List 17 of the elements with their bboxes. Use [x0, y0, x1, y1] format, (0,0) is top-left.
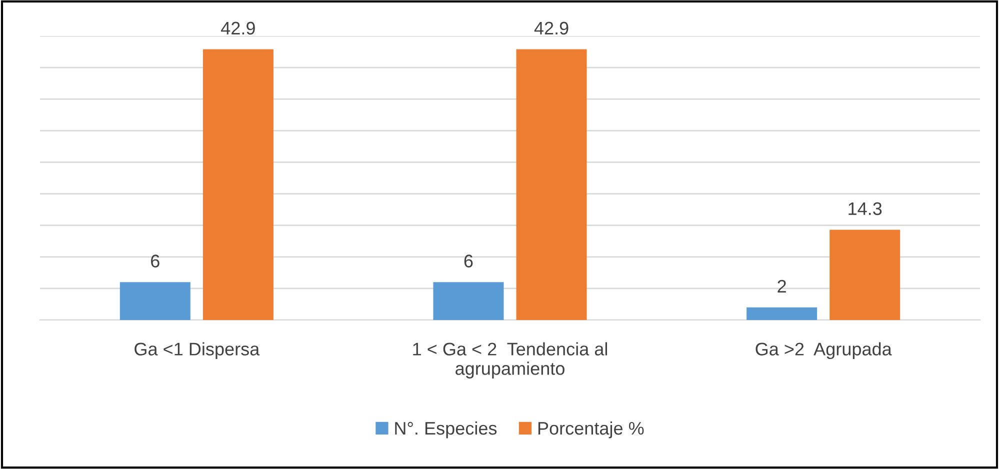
- x-tick-label: Ga >2 Agrupada: [756, 342, 892, 360]
- x-tick-label: Ga <1 Dispersa: [134, 342, 260, 360]
- bar: [830, 230, 900, 320]
- x-tick-label: 1 < Ga < 2 Tendencia al agrupamiento: [413, 342, 608, 378]
- data-label: 42.9: [221, 22, 255, 35]
- bar: [746, 307, 818, 320]
- data-label: 2: [778, 280, 786, 293]
- bar: [120, 282, 190, 320]
- bar: [433, 282, 504, 320]
- data-label: 42.9: [534, 22, 568, 35]
- bar: [202, 49, 274, 320]
- legend-label: N°. Especies: [395, 421, 497, 438]
- data-label: 6: [464, 254, 473, 268]
- legend-label: Porcentaje %: [538, 421, 644, 438]
- bar: [516, 49, 587, 320]
- data-label: 6: [151, 254, 160, 268]
- data-label: 14.3: [848, 202, 882, 216]
